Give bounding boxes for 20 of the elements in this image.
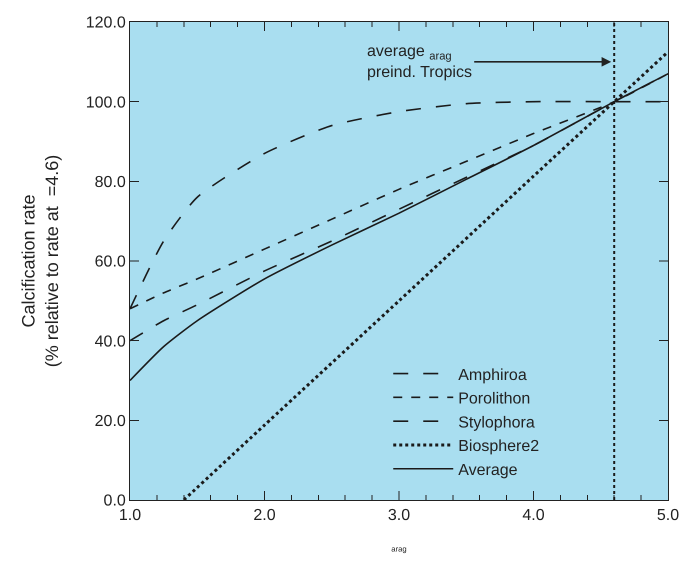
legend-label: Stylophora <box>458 414 535 432</box>
y-axis-title: Calcification rate (% relative to rate at =4.6) <box>18 154 62 368</box>
x-tick-label: 2.0 <box>253 507 276 524</box>
y-tick-label: 40.0 <box>94 333 126 350</box>
y-tick-label: 100.0 <box>86 94 126 112</box>
y-tick-label: 20.0 <box>94 412 126 430</box>
x-tick-label: 3.0 <box>388 507 410 524</box>
legend-label: Porolithon <box>458 390 530 408</box>
annotation: average $_{arag}$ preind. Tropics <box>367 43 472 81</box>
x-tick-label: 1.0 <box>118 507 142 524</box>
y-tick-label: 120.0 <box>86 14 126 32</box>
x-tick-label: 4.0 <box>522 507 545 524</box>
y-tick-label: 0.0 <box>104 492 126 510</box>
x-tick-label: 5.0 <box>656 507 680 524</box>
y-tick-label: 60.0 <box>94 254 126 271</box>
legend-label: Biosphere2 <box>458 438 540 456</box>
x-axis-title: arag <box>391 544 407 554</box>
legend-label: Amphiroa <box>458 366 527 384</box>
y-tick-label: 80.0 <box>94 174 126 191</box>
legend-label: Average <box>458 462 518 479</box>
